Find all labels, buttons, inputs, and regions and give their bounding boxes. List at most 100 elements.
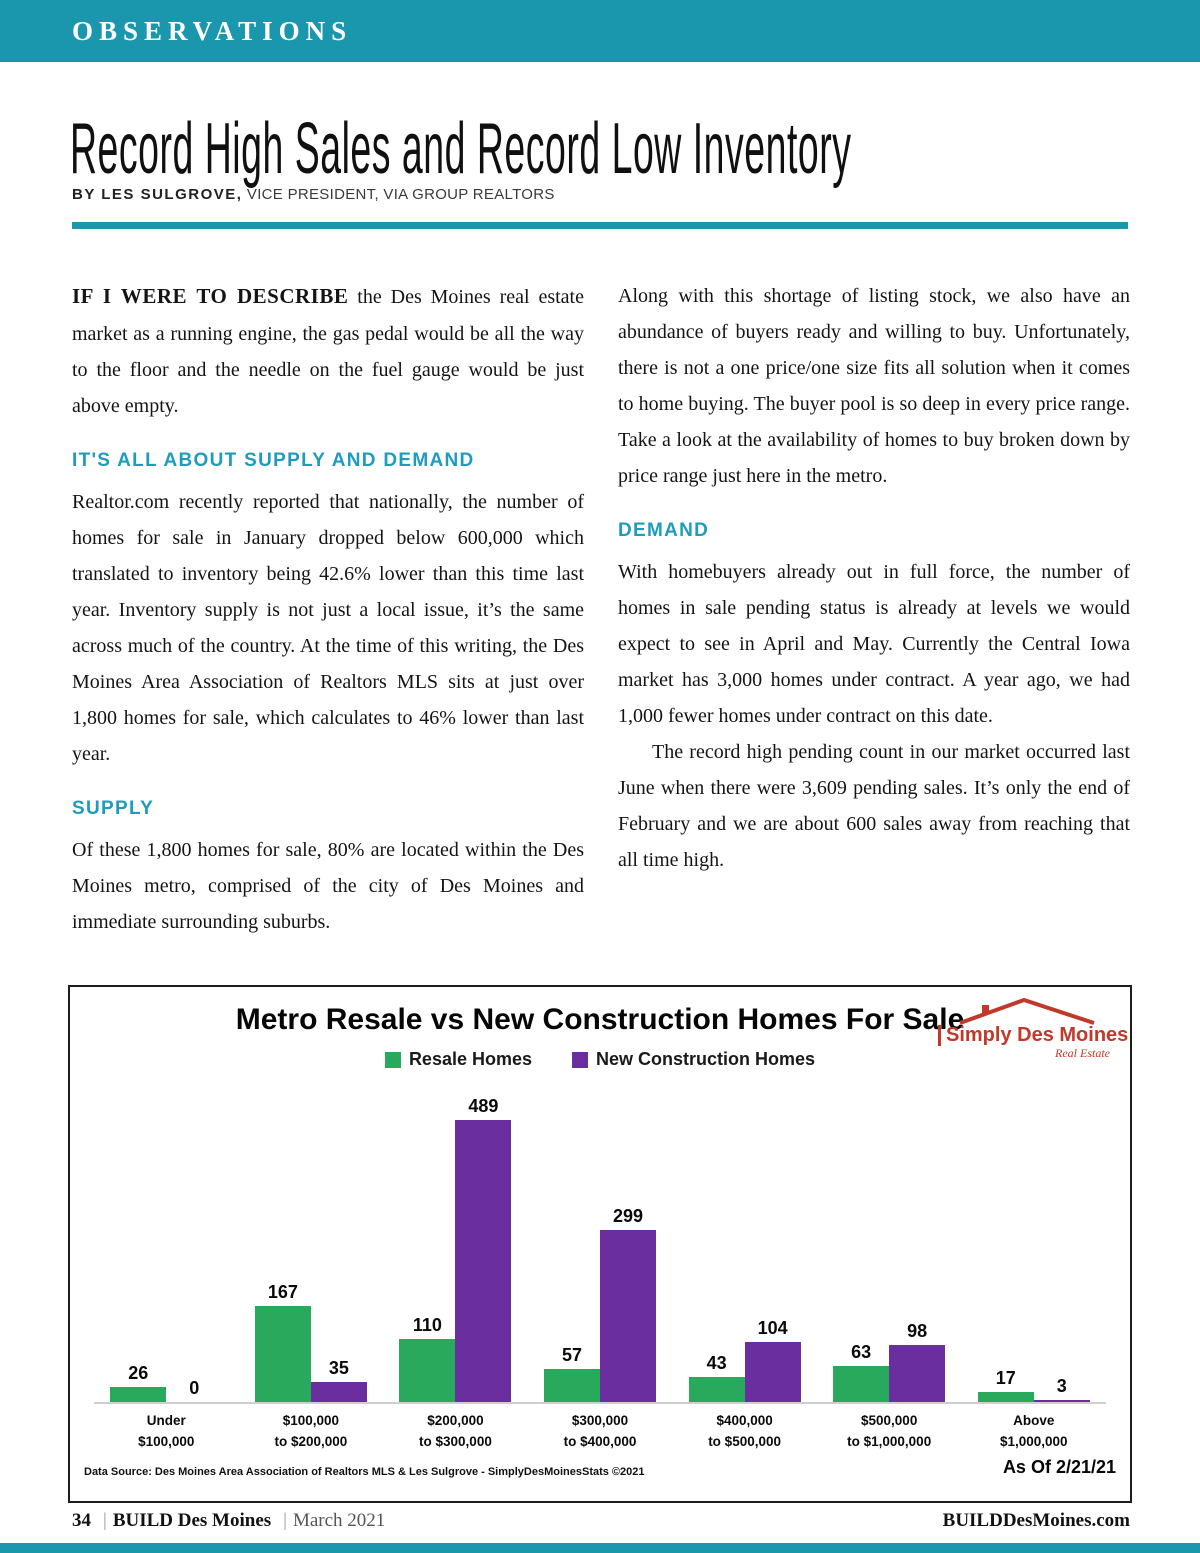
bar-wrap: 110 xyxy=(399,1315,456,1402)
footer-separator: | xyxy=(103,1510,107,1531)
legend-label-resale: Resale Homes xyxy=(408,1049,533,1069)
chart-title: Metro Resale vs New Construction Homes F… xyxy=(235,1003,965,1036)
bar-resale-homes xyxy=(833,1366,890,1402)
logo-name: Simply Des Moines xyxy=(938,1025,1128,1046)
bar-wrap: 299 xyxy=(600,1206,657,1402)
bar-group: 63 98 xyxy=(817,1321,962,1402)
article-column-right: Along with this shortage of listing stoc… xyxy=(618,278,1130,878)
bar-group: 43 104 xyxy=(672,1318,817,1402)
x-axis-label: $100,000 to $200,000 xyxy=(274,1413,348,1449)
bar-wrap: 98 xyxy=(889,1321,946,1402)
subhead-supply-and-demand: IT'S ALL ABOUT SUPPLY AND DEMAND xyxy=(72,449,475,471)
bar-wrap: 43 xyxy=(688,1353,745,1402)
chart-footer: Data Source: Des Moines Area Association… xyxy=(84,1457,1116,1478)
bar-wrap: 167 xyxy=(254,1282,311,1402)
bar-wrap: 35 xyxy=(310,1358,367,1402)
bar-new-construction-homes xyxy=(889,1345,946,1402)
chart-container: Metro Resale vs New Construction Homes F… xyxy=(68,985,1132,1503)
bar-wrap: 3 xyxy=(1033,1376,1090,1402)
legend-item-resale: Resale Homes xyxy=(384,1049,533,1070)
bar-new-construction-homes xyxy=(600,1230,657,1402)
bar-new-construction-homes xyxy=(310,1382,367,1402)
bar-new-construction-homes xyxy=(455,1120,512,1402)
house-roof-icon xyxy=(959,997,1095,1025)
logo-tagline: Real Estate xyxy=(1055,1046,1110,1060)
legend-swatch-new-construction xyxy=(572,1051,589,1068)
bar-wrap: 489 xyxy=(455,1096,512,1402)
page-title: Record High Sales and Record Low Invento… xyxy=(70,109,852,189)
page-footer: 34 | BUILD Des Moines | March 2021 BUILDDesM… xyxy=(72,1510,1130,1532)
chart-x-axis: Under $100,000 $100,000 to $200,000 $200,000… xyxy=(94,1411,1106,1453)
magazine-name: BUILD Des Moines xyxy=(112,1510,272,1531)
bottom-bar xyxy=(0,1543,1200,1553)
bar-value-label: 26 xyxy=(128,1363,149,1383)
subhead-supply: SUPPLY xyxy=(72,797,155,819)
title-rule xyxy=(72,222,1128,229)
paragraph-intro: IF I WERE TO DESCRIBE the Des Moines rea… xyxy=(72,278,584,424)
bar-value-label: 110 xyxy=(412,1315,442,1335)
bar-wrap: 104 xyxy=(744,1318,801,1402)
page-number: 34 xyxy=(72,1510,91,1531)
chart-legend: Resale Homes New Construction Homes xyxy=(70,1049,1130,1070)
paragraph-supply: Of these 1,800 homes for sale, 80% are l… xyxy=(72,839,584,934)
legend-label-new-construction: New Construction Homes xyxy=(596,1049,816,1069)
chart-as-of-date: As Of 2/21/21 xyxy=(1002,1456,1116,1477)
bar-value-label: 57 xyxy=(562,1345,583,1365)
bar-value-label: 17 xyxy=(995,1368,1016,1388)
paragraph-demand: With homebuyers already out in full forc… xyxy=(618,561,1130,728)
legend-swatch-resale xyxy=(384,1051,401,1068)
footer-separator: | xyxy=(283,1510,287,1531)
bar-value-label: 98 xyxy=(907,1321,928,1341)
simply-des-moines-logo: Simply Des Moines Real Estate xyxy=(938,995,1128,1061)
x-axis-label: $300,000 to $400,000 xyxy=(563,1413,637,1449)
paragraph-buyers: Along with this shortage of listing stoc… xyxy=(618,285,1130,487)
bar-resale-homes xyxy=(544,1369,601,1402)
lead-in-text: IF I WERE TO DESCRIBE xyxy=(72,284,349,308)
bar-group: 57 299 xyxy=(528,1206,673,1402)
chart-plot: 26 0 167 35 110 489 57 299 43 104 63 98 17 3 xyxy=(94,1074,1106,1404)
subhead-demand: DEMAND xyxy=(618,520,710,541)
bar-wrap: 17 xyxy=(977,1368,1034,1402)
bar-resale-homes xyxy=(977,1392,1034,1402)
byline: BY LES SULGROVE, VICE PRESIDENT, VIA GRO… xyxy=(72,186,555,203)
bar-resale-homes xyxy=(254,1306,311,1402)
bar-group: 17 3 xyxy=(961,1368,1106,1402)
bar-value-label: 104 xyxy=(757,1318,788,1338)
bar-value-label: 43 xyxy=(706,1353,727,1373)
bar-value-label: 0 xyxy=(189,1378,200,1398)
bar-resale-homes xyxy=(399,1339,456,1402)
bar-value-label: 63 xyxy=(851,1342,872,1362)
bar-resale-homes xyxy=(110,1387,167,1402)
bar-group: 110 489 xyxy=(383,1096,528,1402)
bar-wrap: 0 xyxy=(166,1378,222,1402)
bar-wrap: 63 xyxy=(833,1342,890,1402)
x-axis-label: Above $1,000,000 xyxy=(999,1413,1068,1449)
legend-item-new-construction: New Construction Homes xyxy=(572,1049,815,1070)
footer-left: 34 | BUILD Des Moines | March 2021 xyxy=(72,1510,391,1532)
article-column-left: IF I WERE TO DESCRIBE the Des Moines rea… xyxy=(72,278,584,940)
bar-group: 26 0 xyxy=(94,1363,239,1402)
bar-value-label: 35 xyxy=(328,1358,349,1378)
paragraph-pending: The record high pending count in our mar… xyxy=(618,741,1130,872)
lead-rest-text: the Des Moines real estate market as a r… xyxy=(72,286,584,417)
x-axis-label: $200,000 to $300,000 xyxy=(419,1413,492,1449)
section-header-bar: OBSERVATIONS xyxy=(0,0,1200,62)
x-axis-label: $500,000 to $1,000,000 xyxy=(847,1413,932,1449)
bar-wrap: 57 xyxy=(544,1345,601,1402)
bar-group: 167 35 xyxy=(239,1282,384,1402)
bar-value-label: 3 xyxy=(1056,1376,1067,1396)
issue-date: March 2021 xyxy=(292,1510,386,1531)
bar-value-label: 167 xyxy=(267,1282,298,1302)
website-url: BUILDDesMoines.com xyxy=(942,1510,1130,1531)
bar-value-label: 299 xyxy=(612,1206,644,1226)
chart-source-note: Data Source: Des Moines Area Association… xyxy=(84,1465,645,1478)
bar-wrap: 26 xyxy=(110,1363,167,1402)
x-axis-label: Under $100,000 xyxy=(138,1413,195,1449)
byline-role: VICE PRESIDENT, VIA GROUP REALTORS xyxy=(242,186,555,203)
x-axis-label: $400,000 to $500,000 xyxy=(708,1413,781,1449)
byline-author: BY LES SULGROVE, xyxy=(72,186,243,203)
bar-resale-homes xyxy=(688,1377,745,1402)
paragraph-inventory: Realtor.com recently reported that natio… xyxy=(72,490,584,765)
bar-value-label: 489 xyxy=(468,1096,499,1116)
bar-new-construction-homes xyxy=(744,1342,801,1402)
